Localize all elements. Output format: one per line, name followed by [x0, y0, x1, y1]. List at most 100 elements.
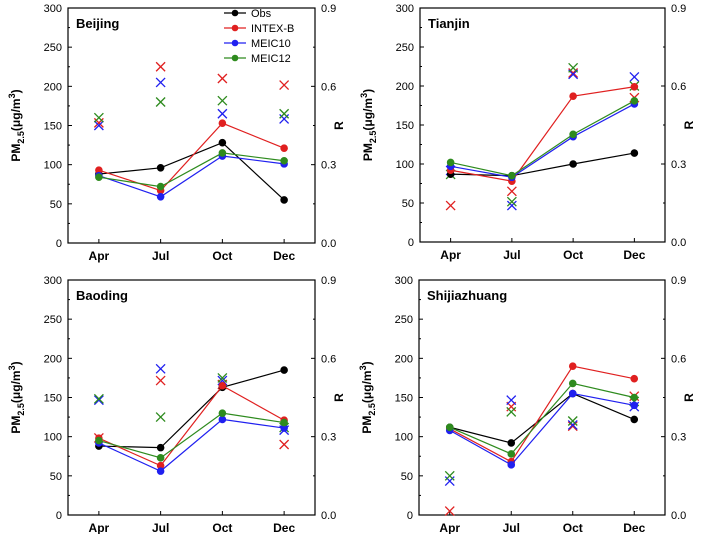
- r-marker-intex-b: [279, 439, 290, 450]
- y2-tick-label: 0.3: [321, 432, 336, 444]
- point-meic10: [156, 467, 165, 475]
- x-tick-label: Apr: [89, 521, 110, 534]
- series-line-intex-b: [450, 86, 635, 182]
- y-tick-label: 300: [396, 3, 414, 15]
- y-axis-label: PM2.5(μg/m3): [7, 361, 26, 433]
- point-meic10: [568, 389, 577, 398]
- r-marker-intex-b: [506, 186, 517, 197]
- y-tick-label: 250: [396, 42, 414, 54]
- plot-frame: [419, 7, 666, 243]
- y-tick-label: 200: [396, 81, 414, 93]
- y2-tick-label: 0.0: [321, 238, 336, 250]
- y-axis-label-base: PM: [9, 416, 23, 434]
- y2-tick-label: 0.0: [321, 510, 336, 522]
- r-marker-stroke: [279, 439, 290, 450]
- r-marker-meic12: [93, 393, 104, 404]
- y-axis-label: PM2.5(μg/m3): [7, 89, 26, 161]
- point-meic10: [507, 461, 516, 469]
- point-obs: [218, 138, 227, 147]
- r-marker-meic12: [93, 112, 104, 123]
- r-marker-meic10: [567, 419, 578, 430]
- y-axis-label-base: PM: [360, 416, 374, 434]
- y-tick-label: 200: [44, 81, 62, 93]
- r-marker-stroke: [506, 395, 517, 406]
- r-marker-meic12: [444, 470, 455, 481]
- r-marker-meic10: [444, 476, 455, 487]
- point-intex-b: [218, 381, 227, 390]
- point-meic12: [507, 450, 516, 458]
- y-tick-label: 100: [396, 159, 414, 171]
- y-tick-label: 50: [50, 199, 62, 211]
- point-obs: [630, 415, 639, 424]
- y-tick-label: 50: [401, 471, 413, 483]
- point-meic12: [569, 130, 577, 139]
- y-tick-label: 150: [395, 393, 413, 405]
- r-marker-meic10: [506, 395, 517, 406]
- y-tick-label: 100: [44, 160, 62, 172]
- y-tick-label: 250: [395, 314, 413, 326]
- r-marker-meic12: [155, 97, 166, 107]
- plot-frame: [418, 279, 666, 516]
- point-obs: [569, 160, 577, 168]
- point-intex-b: [218, 119, 227, 127]
- r-marker-stroke: [93, 395, 104, 406]
- x-tick-label: Oct: [563, 521, 583, 534]
- y-axis-label-sup: 3: [358, 365, 368, 370]
- r-marker-meic12: [155, 412, 166, 423]
- r-marker-meic10: [217, 108, 228, 119]
- r-marker-meic10: [279, 114, 290, 124]
- y-axis-label-mid: (μg/m: [361, 98, 375, 131]
- point-obs: [156, 443, 165, 452]
- y-axis-label-sup: 3: [7, 93, 17, 98]
- r-marker-stroke: [567, 416, 578, 426]
- point-meic12: [446, 158, 455, 167]
- y-axis-label-sub: 2.5: [367, 403, 377, 416]
- series-line-meic10: [98, 418, 285, 472]
- point-meic12: [218, 149, 227, 157]
- series-line-intex-b: [449, 365, 635, 463]
- r-marker-intex-b: [217, 73, 228, 84]
- r-marker-stroke: [217, 372, 228, 383]
- y2-tick-label: 0.3: [671, 432, 686, 444]
- point-intex-b: [280, 144, 288, 153]
- r-marker-stroke: [217, 73, 228, 84]
- r-marker-meic12: [568, 62, 579, 73]
- series-line-meic10: [449, 392, 635, 466]
- y-axis-label-mid: (μg/m: [360, 370, 374, 403]
- r-marker-meic10: [155, 77, 166, 88]
- r-marker-intex-b: [155, 375, 166, 386]
- point-meic12: [156, 182, 165, 191]
- point-intex-b: [630, 82, 639, 91]
- point-meic12: [445, 423, 454, 432]
- y2-tick-label: 0.0: [671, 237, 686, 249]
- y2-tick-label: 0.9: [671, 275, 686, 287]
- series-line-meic12: [450, 100, 635, 177]
- x-tick-label: Apr: [89, 249, 110, 263]
- r-marker-stroke: [155, 77, 166, 88]
- panel-title: Baoding: [76, 288, 128, 303]
- x-tick-label: Dec: [623, 248, 645, 262]
- y-tick-label: 0: [56, 510, 62, 522]
- x-tick-label: Jul: [152, 521, 169, 534]
- legend: Obs INTEX-B MEIC10 MEIC12: [224, 8, 294, 65]
- panel-title: Shijiazhuang: [427, 288, 507, 303]
- r-marker-stroke: [629, 71, 640, 82]
- y-axis-label-mid: (μg/m: [9, 370, 23, 403]
- x-tick-label: Apr: [439, 521, 460, 534]
- r-marker-stroke: [444, 506, 455, 517]
- r-marker-stroke: [445, 200, 456, 211]
- r-marker-meic10: [155, 363, 166, 374]
- point-meic12: [568, 379, 577, 388]
- r-marker-intex-b: [155, 61, 166, 72]
- point-meic12: [156, 454, 165, 462]
- y2-axis-label: R: [332, 393, 346, 402]
- x-tick-label: Jul: [503, 521, 520, 534]
- legend-label-meic12: MEIC12: [251, 53, 291, 65]
- legend-label-meic10: MEIC10: [251, 38, 291, 50]
- x-tick-label: Dec: [623, 521, 645, 534]
- y-tick-label: 300: [44, 275, 62, 287]
- panel-baoding: 0 50 100 150 200 250 300 0.0 0.3 0.6 0.9 Apr Jul Oct D…: [7, 275, 346, 534]
- y2-tick-label: 0.6: [321, 353, 336, 365]
- series-line-meic10: [450, 103, 635, 178]
